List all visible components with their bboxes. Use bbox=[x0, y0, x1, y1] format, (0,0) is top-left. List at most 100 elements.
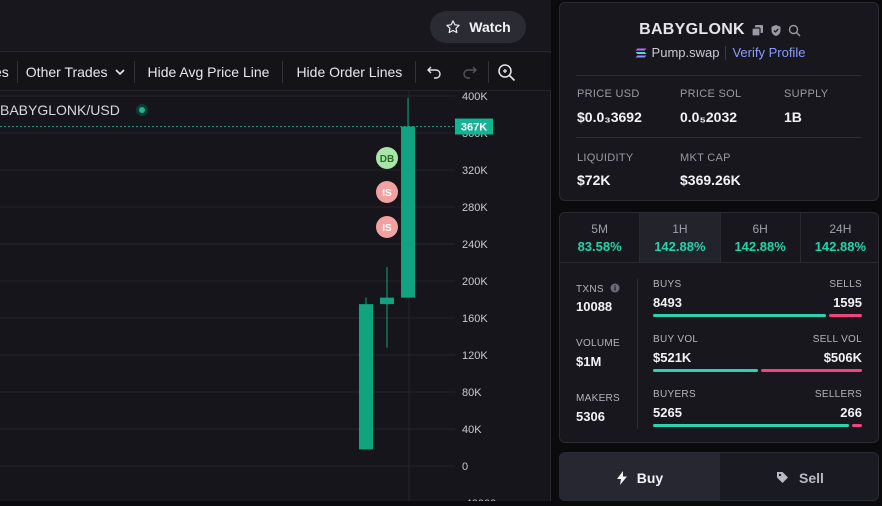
supply-label: SUPPLY bbox=[784, 88, 829, 100]
token-subtitle: Pump.swap Verify Profile bbox=[560, 45, 880, 60]
subtitle-divider bbox=[725, 45, 727, 60]
toolbar-trades-item[interactable]: es bbox=[0, 60, 17, 84]
candle-body bbox=[401, 126, 415, 298]
tab-label: 24H bbox=[829, 222, 852, 236]
activity-card: 5M 83.58% 1H 142.88% 6H 142.88% 24H 142.88% … bbox=[559, 212, 879, 443]
buys-value: 8493 bbox=[653, 295, 682, 310]
search-icon[interactable] bbox=[788, 24, 801, 37]
watch-label: Watch bbox=[469, 19, 511, 35]
buy-vol-label: BUY VOL bbox=[653, 334, 699, 345]
buyers-bar bbox=[653, 424, 849, 427]
pair-name: BABYGLONK/USD bbox=[0, 102, 120, 118]
volume-label: VOLUME bbox=[576, 338, 621, 349]
sells-label: SELLS bbox=[829, 279, 862, 290]
price-chart-canvas: 400K360K320K280K240K200K160K120K80K40K0-… bbox=[0, 91, 496, 506]
zoom-button[interactable] bbox=[489, 62, 525, 82]
solana-icon bbox=[635, 48, 647, 57]
tab-1h[interactable]: 1H 142.88% bbox=[640, 213, 721, 262]
makers-label: MAKERS bbox=[576, 393, 621, 404]
sellers-label: SELLERS bbox=[814, 389, 862, 400]
trade-marker-label: IS bbox=[382, 223, 392, 234]
trade-marker bbox=[376, 216, 398, 238]
toolbar-divider bbox=[488, 60, 490, 83]
y-tick-label: 200K bbox=[462, 276, 488, 288]
buyers-label: BUYERS bbox=[653, 389, 696, 400]
hide-avg-price-line-label: Hide Avg Price Line bbox=[147, 63, 270, 80]
sell-tab[interactable]: Sell bbox=[720, 453, 878, 500]
tab-label: 1H bbox=[672, 222, 688, 236]
activity-divider bbox=[637, 279, 638, 429]
redo-icon bbox=[463, 66, 478, 79]
undo-button[interactable] bbox=[416, 64, 452, 80]
trade-marker-label: IS bbox=[382, 188, 392, 199]
trade-tabs: Buy Sell bbox=[559, 452, 879, 501]
token-name: BABYGLONK bbox=[639, 21, 745, 38]
tab-change: 142.88% bbox=[654, 239, 706, 254]
hide-order-lines-label: Hide Order Lines bbox=[296, 63, 403, 80]
sellers-bar bbox=[852, 424, 862, 427]
buy-vol-value: $521K bbox=[653, 350, 692, 365]
buy-tab[interactable]: Buy bbox=[560, 453, 720, 500]
hide-avg-price-line-button[interactable]: Hide Avg Price Line bbox=[135, 60, 283, 84]
live-status-icon bbox=[135, 104, 148, 116]
hide-order-lines-button[interactable]: Hide Order Lines bbox=[283, 60, 415, 84]
redo-button[interactable] bbox=[452, 64, 488, 80]
sell-label: Sell bbox=[799, 469, 824, 486]
sells-value: 1595 bbox=[833, 295, 862, 310]
y-tick-label: 400K bbox=[462, 91, 488, 103]
lightning-icon bbox=[616, 470, 627, 485]
buys-label: BUYS bbox=[653, 279, 682, 290]
sell-vol-bar bbox=[761, 369, 862, 372]
sell-vol-value: $506K bbox=[823, 350, 862, 365]
zoom-icon bbox=[498, 63, 516, 81]
copy-icon[interactable] bbox=[751, 24, 764, 37]
txns-label-text: TXNS bbox=[576, 284, 604, 295]
info-icon[interactable] bbox=[610, 283, 620, 293]
token-card-divider bbox=[576, 75, 862, 76]
buy-vol-bar bbox=[653, 369, 758, 372]
chart-panel: Watch es Other Trades Hide Avg Price Lin… bbox=[0, 0, 551, 501]
watch-button[interactable]: Watch bbox=[430, 11, 526, 43]
buys-bar bbox=[653, 314, 826, 317]
y-tick-label: 280K bbox=[462, 202, 488, 214]
buy-label: Buy bbox=[636, 469, 664, 486]
tab-5m[interactable]: 5M 83.58% bbox=[560, 213, 641, 262]
buyers-value: 5265 bbox=[653, 405, 682, 420]
toolbar-divider bbox=[16, 60, 18, 83]
verify-profile-link[interactable]: Verify Profile bbox=[732, 45, 806, 60]
supply-value: 1B bbox=[784, 109, 802, 125]
shield-icon[interactable] bbox=[770, 24, 782, 37]
y-tick-label: 40K bbox=[462, 424, 482, 436]
trade-marker-label: DB bbox=[380, 154, 394, 165]
current-price-tag-label: 367K bbox=[461, 122, 487, 134]
other-trades-label: Other Trades bbox=[25, 63, 108, 80]
price-usd-label: PRICE USD bbox=[577, 88, 640, 100]
token-title: BABYGLONK bbox=[560, 21, 880, 39]
makers-value: 5306 bbox=[576, 409, 605, 424]
price-sol-label: PRICE SOL bbox=[680, 88, 742, 100]
tab-change: 142.88% bbox=[814, 239, 867, 254]
trade-marker bbox=[376, 147, 398, 169]
txns-label: TXNS bbox=[576, 283, 620, 295]
y-tick-label: 320K bbox=[462, 165, 488, 177]
star-icon bbox=[446, 20, 460, 34]
y-tick-label: 120K bbox=[462, 350, 488, 362]
tab-change: 142.88% bbox=[734, 239, 786, 254]
other-trades-dropdown[interactable]: Other Trades bbox=[18, 60, 134, 84]
toolbar-divider bbox=[133, 60, 135, 83]
y-tick-label: 0 bbox=[462, 461, 468, 473]
sellers-value: 266 bbox=[840, 405, 862, 420]
tab-24h[interactable]: 24H 142.88% bbox=[801, 213, 878, 262]
tab-6h[interactable]: 6H 142.88% bbox=[721, 213, 801, 262]
price-chart[interactable]: 400K360K320K280K240K200K160K120K80K40K0-… bbox=[0, 91, 551, 506]
undo-icon bbox=[427, 66, 441, 79]
txns-value: 10088 bbox=[576, 299, 613, 314]
y-tick-label: 240K bbox=[462, 239, 488, 251]
y-tick-label: 160K bbox=[462, 313, 488, 325]
toolbar-divider bbox=[415, 60, 417, 83]
mkt-cap-label: MKT CAP bbox=[680, 152, 731, 164]
sell-vol-label: SELL VOL bbox=[812, 334, 862, 345]
toolbar-trades-label: es bbox=[0, 63, 9, 80]
dex-link[interactable]: Pump.swap bbox=[635, 45, 719, 60]
sells-bar bbox=[829, 314, 862, 317]
